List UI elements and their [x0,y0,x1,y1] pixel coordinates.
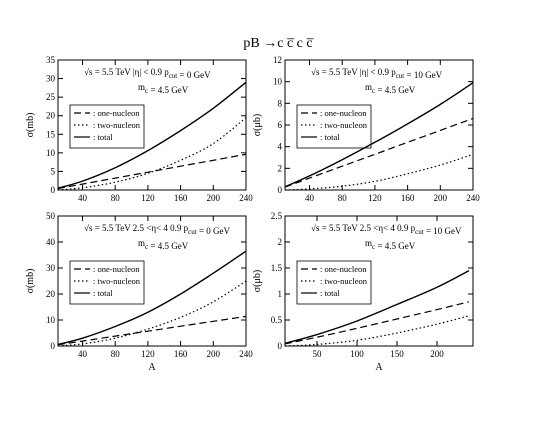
top-right-panel: 40 80 120 160 200 240 0 2 4 6 8 10 12 σ(μb) √s = 5.5 T… [252,55,480,203]
bottom-left-xlabel: A [148,362,156,373]
top-right-ytick-label-5: 10 [273,77,283,87]
top-right-ytick-label-0: 0 [278,185,283,195]
bottom-left-ytick-label-0: 0 [51,341,56,351]
top-left-ylabel: σ(mb) [25,113,36,138]
bottom-right-series-solid [284,269,470,345]
bottom-left-ytick-label-4: 40 [46,237,56,247]
bottom-right-panel: 50 100 150 200 0 0.5 1 1.5 2 2.5 σ(μb) A √s = 5.5 Te… [252,211,474,373]
bottom-left-legend-label-2: : total [93,288,113,298]
top-left-series-dotted [57,117,247,191]
top-left-ytick-label-5: 25 [46,92,56,102]
top-left-annotation-1: mc = 4.5 GeV [138,82,189,95]
bottom-left-ytick-label-1: 10 [46,315,56,325]
bottom-right-ytick-label-0: 0 [278,341,283,351]
bottom-left-xtick-label-1: 80 [111,349,121,359]
top-right-ytick-label-2: 4 [278,142,283,152]
bottom-right-legend-label-2: : total [320,288,340,298]
top-right-ytick-label-4: 8 [278,98,283,108]
bottom-right-xtick-label-3: 200 [430,349,444,359]
bottom-left-xtick-label-2: 120 [141,349,155,359]
bottom-left-ytick-label-2: 20 [46,289,56,299]
top-left-ytick-label-2: 10 [46,148,56,158]
top-left-xtick-label-0: 40 [78,193,88,203]
top-right-series-dotted [284,153,474,191]
top-right-xtick-label-1: 80 [338,193,348,203]
top-right-ytick-label-1: 2 [278,163,283,173]
top-left-xtick-label-3: 160 [174,193,188,203]
top-left-ytick-label-6: 30 [46,74,56,84]
bottom-left-xtick-label-3: 160 [174,349,188,359]
top-right-series-solid [284,82,474,188]
bottom-left-legend-label-1: : two-nucleon [93,276,141,286]
top-right-legend-box [296,104,372,149]
bottom-right-frame [284,215,474,347]
bottom-right-series-dotted [284,315,470,347]
figure-title: pB →c c̅ c c̅ [243,36,314,51]
bottom-right-annotation-0: √s = 5.5 TeV 2.5 <η< 4 0.9 pcut = 10 GeV [311,223,462,236]
top-right-xtick-label-5: 240 [466,193,480,203]
bottom-left-xtick-label-5: 240 [239,349,253,359]
top-left-xtick-label-2: 120 [141,193,155,203]
bottom-right-annotation-1: mc = 4.5 GeV [365,238,416,251]
top-left-xtick-label-4: 200 [207,193,221,203]
bottom-right-legend-box [296,260,372,305]
top-left-xtick-label-1: 80 [111,193,121,203]
top-left-legend-label-2: : total [93,132,113,142]
bottom-right-ytick-label-4: 2 [278,237,283,247]
top-left-legend-box [69,104,145,149]
top-left-annotation-0: √s = 5.5 TeV |η| < 0.9 pcut = 0 GeV [84,67,211,80]
top-left-series-dashed [57,153,247,190]
bottom-right-xtick-label-1: 100 [350,349,364,359]
top-left-ytick-label-7: 35 [46,55,56,65]
bottom-right-legend-label-0: : one-nucleon [320,264,367,274]
top-left-ytick-label-0: 0 [51,185,56,195]
top-right-series-dashed [284,117,474,188]
top-right-ytick-label-6: 12 [273,55,282,65]
top-right-legend-label-2: : total [320,132,340,142]
top-left-legend-label-1: : two-nucleon [93,120,141,130]
bottom-left-legend-label-0: : one-nucleon [93,264,140,274]
top-left-series-solid [57,81,247,189]
top-left-panel: 40 80 120 160 200 240 0 5 10 15 20 25 30 35 σ(mb) √s = … [25,55,253,203]
bottom-left-annotation-0: √s = 5.5 TeV 2.5 <η< 4 0.9 pcut = 0 GeV [84,223,231,236]
bottom-right-ytick-label-1: 0.5 [271,315,283,325]
top-right-xtick-label-0: 40 [305,193,315,203]
bottom-right-ytick-label-5: 2.5 [271,211,283,221]
bottom-right-ytick-label-2: 1 [278,289,283,299]
bottom-right-ylabel: σ(μb) [252,270,263,292]
top-right-legend-label-1: : two-nucleon [320,120,368,130]
top-right-xtick-label-2: 120 [368,193,382,203]
top-right-legend-label-0: : one-nucleon [320,108,367,118]
bottom-left-xtick-label-4: 200 [207,349,221,359]
bottom-right-legend-label-1: : two-nucleon [320,276,368,286]
bottom-left-series-dotted [57,280,247,347]
top-right-annotation-1: mc = 4.5 GeV [365,82,416,95]
bottom-left-ylabel: σ(mb) [25,269,36,294]
top-right-annotation-0: √s = 5.5 TeV |η| < 0.9 pcut = 10 GeV [311,67,443,80]
bottom-left-series-solid [57,250,247,346]
bottom-left-xtick-label-0: 40 [78,349,88,359]
bottom-left-annotation-1: mc = 4.5 GeV [138,238,189,251]
bottom-left-panel: 40 80 120 160 200 240 0 10 20 30 40 50 σ(mb) A √s = 5.… [25,211,253,373]
bottom-left-series-dashed [57,315,247,346]
top-left-ytick-label-1: 5 [51,166,56,176]
bottom-left-legend-box [69,260,145,305]
bottom-right-series-dashed [284,301,470,345]
top-left-frame [57,59,247,191]
top-right-ytick-label-3: 6 [278,120,283,130]
bottom-right-xlabel: A [375,362,383,373]
bottom-right-xtick-label-0: 50 [313,349,323,359]
bottom-right-ytick-label-3: 1.5 [271,263,283,273]
top-left-ytick-label-3: 15 [46,129,56,139]
top-right-xtick-label-4: 200 [434,193,448,203]
top-left-legend-label-0: : one-nucleon [93,108,140,118]
bottom-left-ytick-label-3: 30 [46,263,56,273]
bottom-right-xtick-label-2: 150 [390,349,404,359]
top-right-xtick-label-3: 160 [401,193,415,203]
top-left-ytick-label-4: 20 [46,111,56,121]
top-right-ylabel: σ(μb) [252,114,263,136]
bottom-left-ytick-label-5: 50 [46,211,56,221]
top-left-xtick-label-5: 240 [239,193,253,203]
